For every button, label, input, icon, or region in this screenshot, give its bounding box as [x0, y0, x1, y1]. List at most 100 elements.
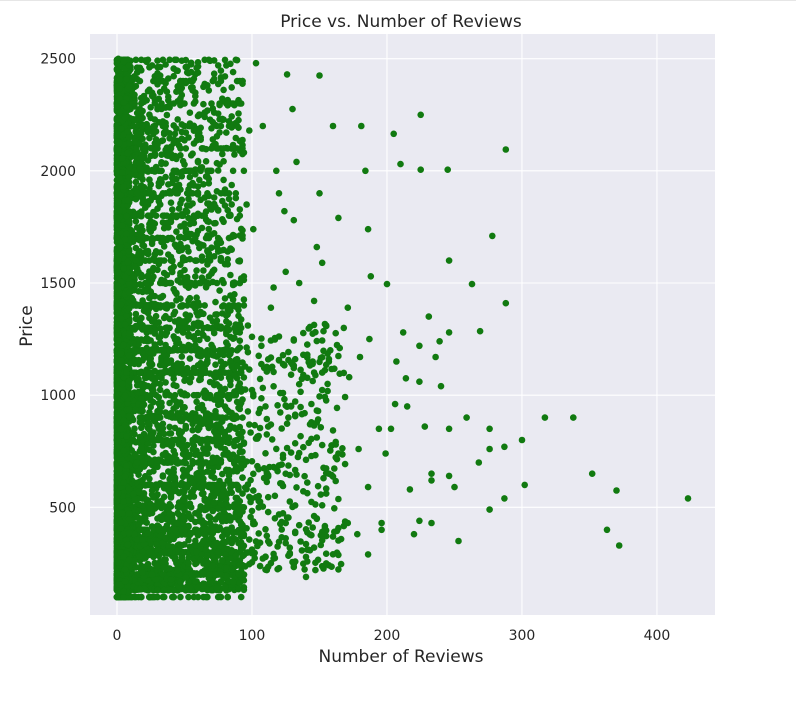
data-point — [171, 556, 179, 563]
data-point — [150, 317, 157, 324]
data-point — [194, 59, 202, 66]
data-point — [217, 247, 225, 254]
data-point — [156, 386, 164, 394]
data-point — [213, 311, 221, 318]
data-point — [214, 167, 222, 174]
data-point — [131, 263, 138, 270]
data-point — [190, 100, 198, 107]
data-point — [163, 111, 171, 119]
data-point — [185, 593, 192, 601]
data-point — [156, 325, 164, 332]
data-point — [210, 220, 218, 227]
data-point — [160, 277, 168, 285]
data-point — [197, 241, 204, 248]
data-point — [147, 104, 154, 111]
data-point — [138, 424, 145, 432]
data-point — [158, 160, 165, 167]
data-point — [220, 158, 227, 165]
data-point — [189, 302, 196, 309]
data-point — [166, 510, 173, 518]
data-point — [162, 122, 169, 130]
data-point — [185, 560, 192, 567]
data-point — [139, 122, 146, 130]
data-point — [136, 140, 144, 148]
data-point — [158, 179, 165, 187]
data-point — [213, 159, 221, 167]
data-point — [205, 252, 213, 260]
data-point — [209, 267, 217, 275]
data-point — [163, 301, 171, 308]
data-point — [228, 113, 235, 120]
data-point — [182, 145, 190, 152]
data-point — [227, 357, 234, 365]
data-point — [194, 210, 202, 218]
data-point — [229, 141, 237, 149]
data-point — [216, 100, 223, 107]
data-point — [147, 355, 154, 362]
data-point — [150, 219, 157, 227]
data-point — [217, 358, 225, 365]
data-point — [189, 84, 196, 91]
data-point — [136, 281, 144, 288]
data-point — [151, 150, 159, 157]
data-point — [177, 269, 184, 277]
data-point — [216, 287, 223, 294]
data-point — [160, 224, 168, 232]
data-point — [237, 593, 245, 601]
data-point — [219, 363, 226, 371]
data-point — [240, 302, 248, 309]
data-point — [160, 593, 168, 601]
data-point — [144, 419, 152, 427]
data-point — [202, 234, 210, 242]
data-point — [135, 507, 142, 515]
data-point — [236, 100, 244, 107]
data-point — [173, 398, 180, 406]
data-point — [228, 246, 235, 253]
data-point — [159, 238, 167, 246]
data-point — [220, 302, 227, 309]
data-point — [148, 237, 156, 245]
data-point — [185, 297, 192, 304]
data-point — [156, 380, 164, 388]
data-point — [220, 218, 227, 226]
data-point — [232, 190, 240, 197]
data-point — [186, 173, 194, 181]
data-point — [147, 114, 154, 122]
data-point — [206, 57, 214, 65]
data-point — [201, 212, 208, 219]
data-point — [205, 87, 213, 94]
data-point — [240, 167, 248, 175]
data-point — [171, 212, 179, 219]
data-point — [212, 298, 219, 306]
data-point — [239, 414, 246, 421]
data-point — [138, 395, 145, 403]
data-point — [177, 303, 184, 310]
data-point — [154, 141, 161, 149]
data-point — [192, 336, 199, 344]
data-point — [187, 347, 195, 354]
data-point — [214, 593, 222, 601]
data-point — [160, 493, 168, 501]
data-point — [187, 167, 195, 175]
data-point — [154, 586, 161, 594]
data-point — [166, 423, 173, 431]
data-point — [232, 194, 240, 202]
data-point — [177, 200, 184, 207]
data-points — [113, 55, 692, 601]
data-point — [231, 291, 238, 298]
data-point — [132, 310, 140, 318]
data-point — [154, 57, 161, 64]
data-point — [177, 223, 184, 230]
data-point — [152, 541, 160, 548]
data-point — [170, 136, 177, 143]
data-point — [140, 337, 148, 345]
data-point — [192, 92, 199, 100]
data-point — [143, 279, 150, 287]
data-point — [221, 295, 229, 302]
data-point — [163, 271, 171, 279]
data-point — [170, 593, 177, 601]
data-point — [225, 234, 233, 242]
data-point — [209, 105, 217, 112]
data-point — [142, 324, 149, 332]
data-point — [223, 129, 230, 136]
